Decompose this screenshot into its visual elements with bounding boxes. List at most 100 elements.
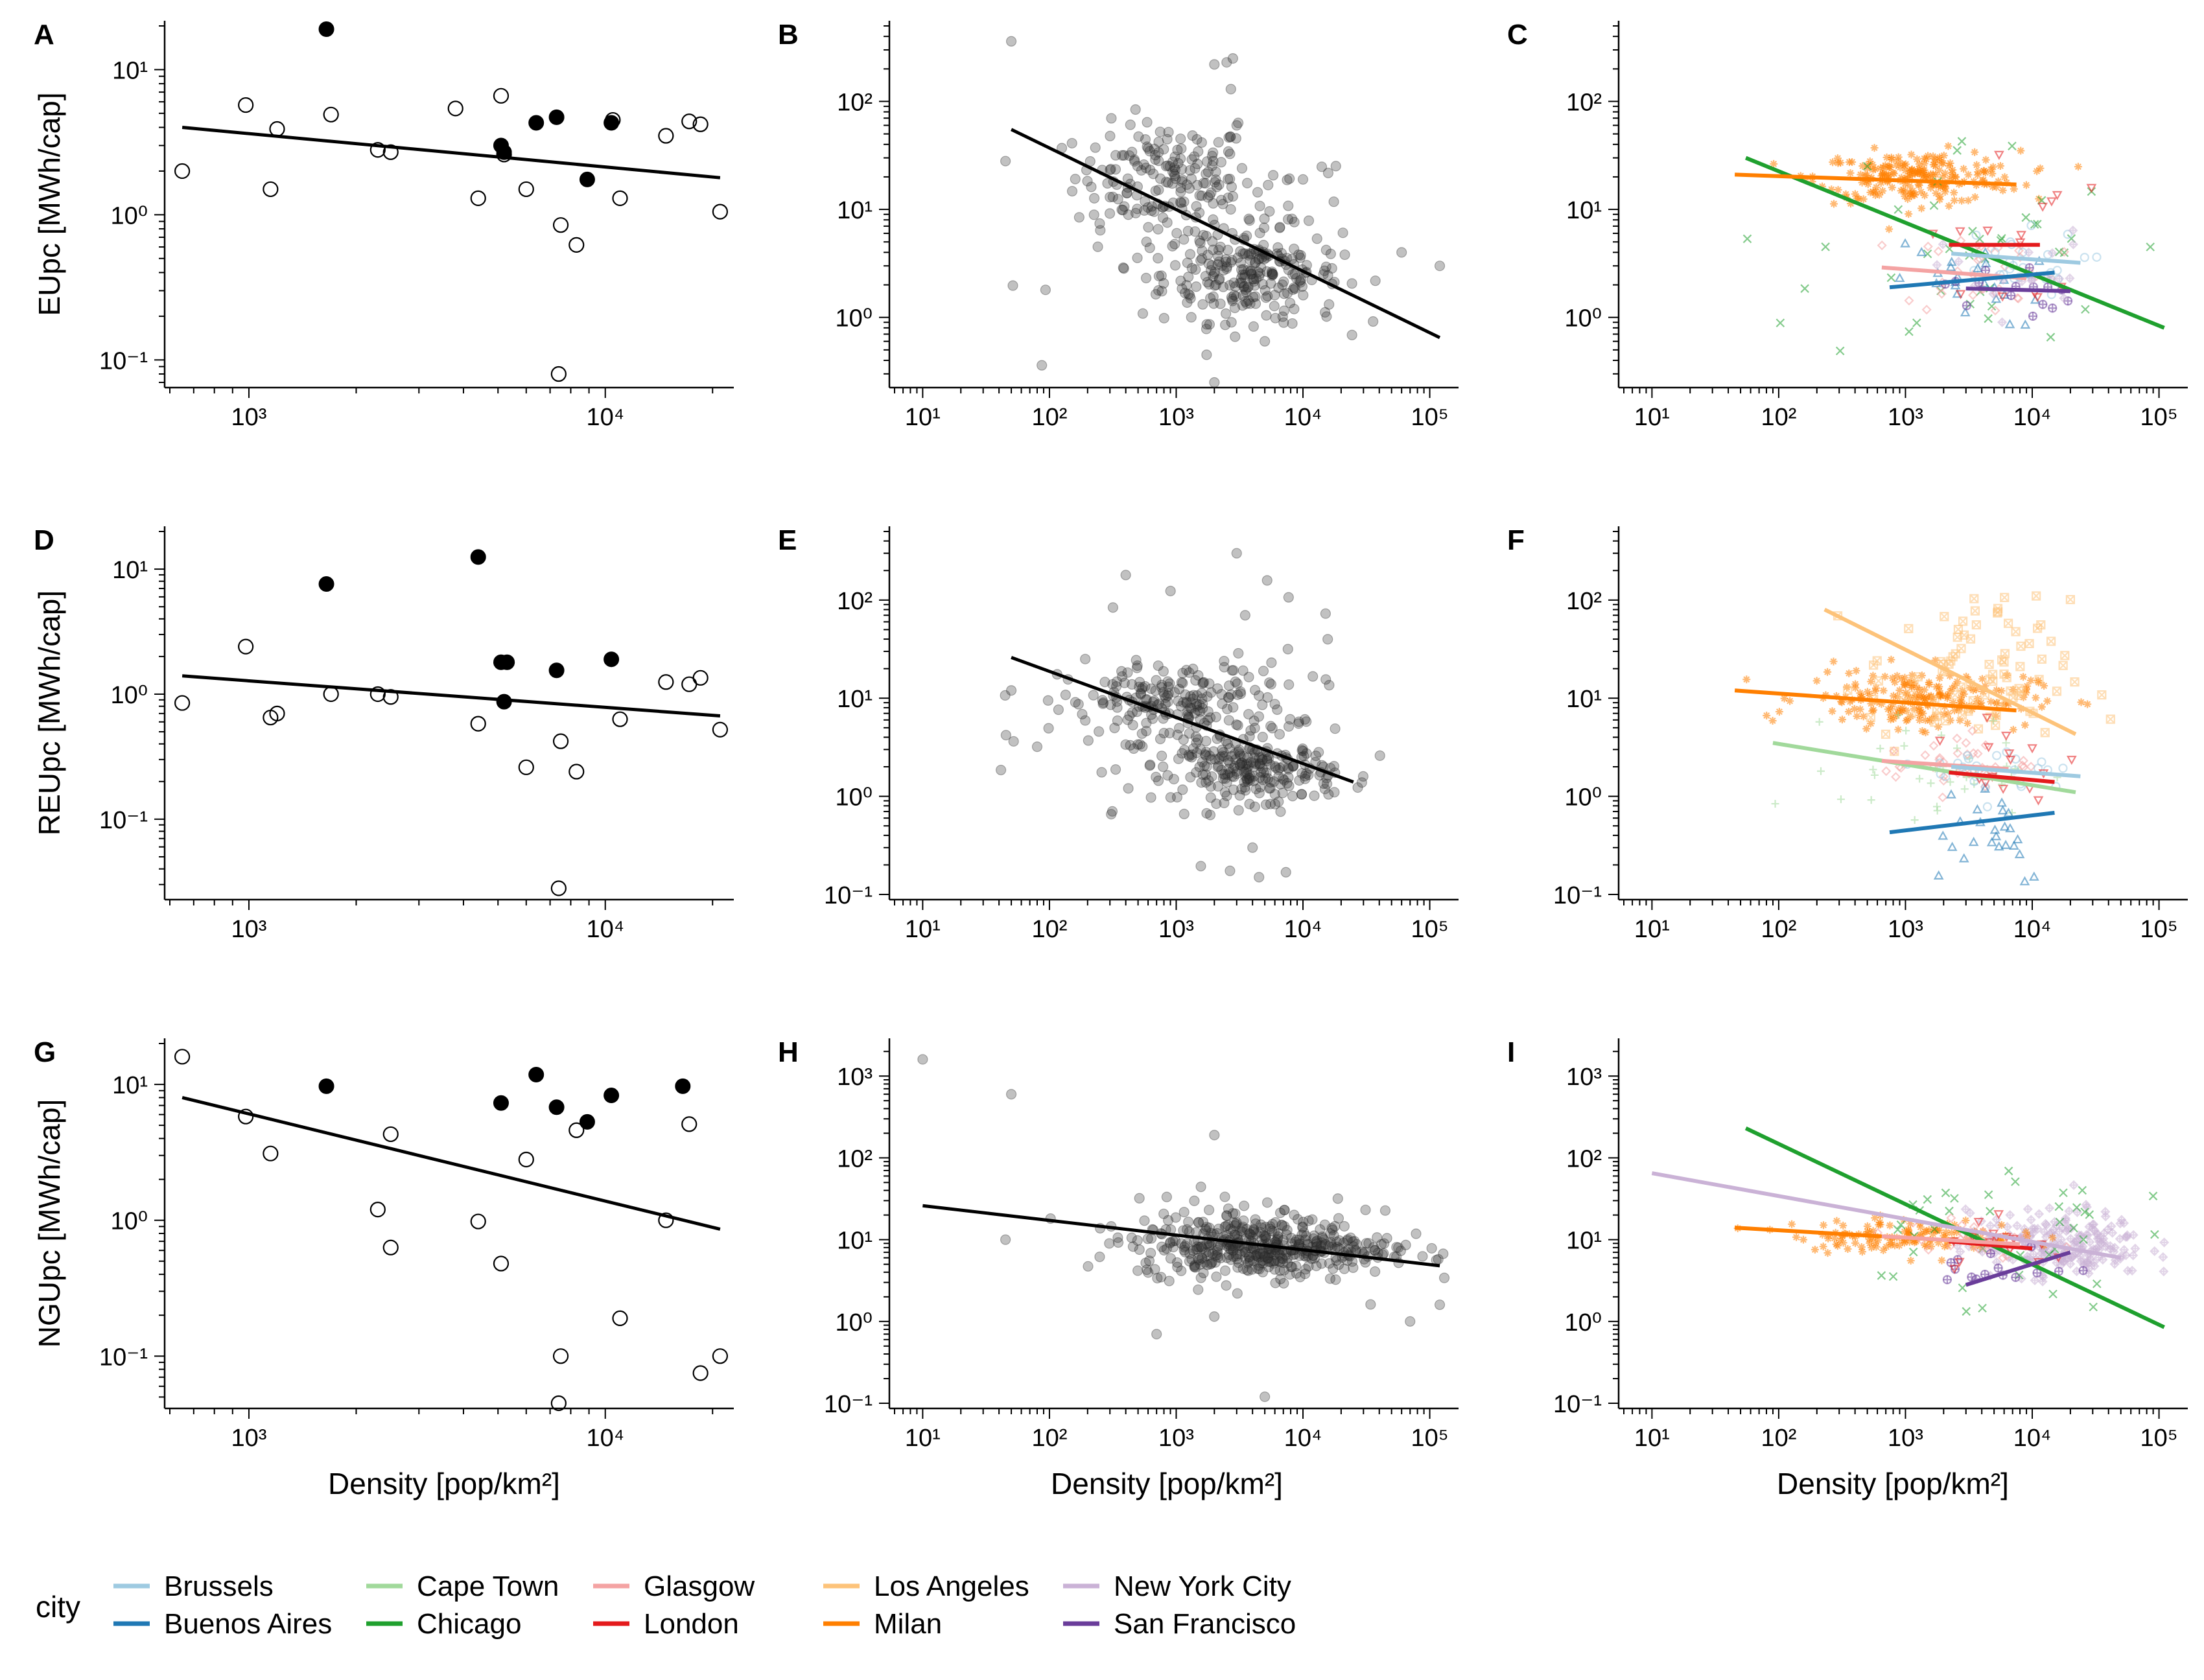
data-point (1306, 1254, 1317, 1265)
filled-point (548, 1099, 565, 1115)
city-point (2158, 1252, 2168, 1263)
data-point (1090, 142, 1101, 153)
data-point (1094, 1252, 1105, 1263)
city-point (2016, 641, 2026, 651)
x-tick-label: 10³ (1158, 404, 1194, 431)
data-point (1141, 725, 1152, 737)
filled-point (318, 1078, 334, 1094)
data-point (1158, 727, 1169, 739)
data-point (1260, 336, 1271, 347)
data-point (1155, 173, 1166, 184)
data-point (1278, 775, 1289, 786)
data-point (1215, 194, 1227, 205)
data-point (1201, 750, 1212, 761)
city-point (1940, 716, 1951, 726)
data-point (1144, 760, 1155, 771)
data-point (1277, 1254, 1289, 1265)
data-point (1086, 181, 1097, 192)
data-point (1324, 1273, 1336, 1284)
data-point (1077, 708, 1088, 720)
data-point (1083, 735, 1094, 746)
city-point (1780, 694, 1788, 703)
data-point (1322, 270, 1333, 281)
data-point (1176, 197, 1187, 209)
data-point (1231, 548, 1242, 559)
city-point (1881, 766, 1892, 776)
data-point (1183, 288, 1194, 299)
city-point (1897, 187, 1905, 195)
data-point (1252, 1248, 1263, 1259)
data-point (1301, 716, 1312, 727)
data-point (1190, 264, 1201, 275)
y-tick-label: 10³ (837, 1064, 873, 1091)
data-point (1230, 133, 1241, 144)
data-point (1257, 699, 1268, 710)
data-point (1247, 268, 1258, 279)
data-point (1263, 1252, 1274, 1263)
data-point (1282, 288, 1293, 299)
city-point (2034, 675, 2044, 684)
data-point (1283, 764, 1295, 775)
data-point (1339, 249, 1350, 261)
data-point (1250, 291, 1261, 302)
data-point (1082, 176, 1093, 187)
x-tick-label: 10¹ (905, 916, 941, 943)
data-point (1184, 249, 1196, 260)
x-tick-label: 10⁵ (1411, 404, 1449, 431)
city-point (2016, 231, 2026, 240)
data-point (1254, 752, 1265, 763)
filled-point (675, 1078, 691, 1094)
city-point (1941, 692, 1950, 700)
data-point (1150, 185, 1161, 196)
data-point (1242, 265, 1254, 276)
legend-label: Los Angeles (874, 1570, 1029, 1602)
city-point (1839, 1221, 1847, 1230)
data-point (1257, 754, 1268, 765)
data-point (1223, 192, 1234, 204)
data-point (1307, 671, 1319, 682)
data-point (1285, 714, 1296, 725)
data-point (1141, 236, 1152, 248)
data-point (1254, 1248, 1265, 1259)
data-point (1240, 771, 1251, 782)
y-axis-title: EUpc [MWh/cap] (32, 92, 66, 316)
data-point (1287, 1250, 1299, 1261)
data-point (1185, 293, 1196, 304)
data-point (1316, 1258, 1327, 1269)
data-point (1162, 160, 1173, 171)
data-point (1110, 150, 1121, 161)
data-point (1139, 205, 1150, 216)
open-point (712, 721, 728, 738)
data-point (1247, 1264, 1258, 1275)
data-point (1228, 784, 1239, 795)
data-point (1195, 861, 1206, 872)
city-point (1843, 685, 1853, 695)
data-point (1254, 268, 1265, 279)
data-point (1298, 1217, 1309, 1228)
data-point (1112, 1237, 1124, 1248)
data-point (1232, 1254, 1243, 1265)
city-point (2036, 620, 2046, 630)
city-point (1904, 1226, 1912, 1234)
data-point (1276, 248, 1287, 259)
city-point (1896, 163, 1905, 172)
data-point (1272, 1231, 1284, 1242)
data-point (1243, 250, 1254, 261)
city-point (1881, 672, 1889, 681)
open-point (658, 674, 674, 690)
data-point (1227, 191, 1239, 202)
data-point (1357, 771, 1369, 782)
data-point (1227, 1208, 1239, 1219)
x-tick-label: 10⁴ (2013, 916, 2052, 943)
city-point (1930, 158, 1939, 167)
data-point (1105, 163, 1116, 174)
data-point (1189, 151, 1200, 162)
data-point (1368, 1242, 1379, 1253)
y-tick-label: 10¹ (1566, 197, 1602, 224)
city-point (2052, 191, 2063, 200)
data-point (1222, 769, 1233, 780)
city-point (1973, 749, 1983, 759)
city-point (1906, 172, 1914, 180)
city-point (1991, 831, 2002, 841)
data-point (1236, 264, 1247, 275)
